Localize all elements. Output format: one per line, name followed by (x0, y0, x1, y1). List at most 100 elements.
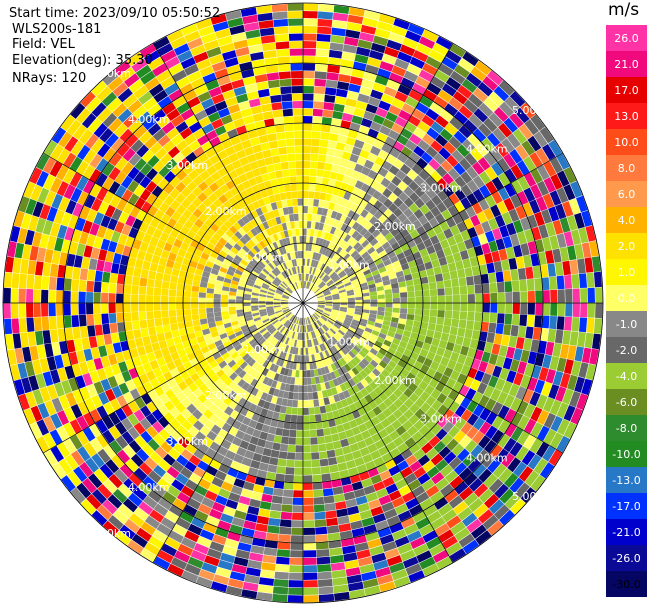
velocity-gate (491, 401, 503, 415)
velocity-gate (188, 140, 201, 152)
velocity-gate (286, 269, 291, 277)
velocity-gate (355, 303, 363, 306)
velocity-gate (248, 324, 257, 330)
velocity-gate (429, 288, 438, 297)
velocity-gate (313, 286, 319, 293)
velocity-gate (312, 236, 317, 245)
velocity-gate (323, 427, 331, 436)
velocity-gate (136, 144, 149, 158)
velocity-gate (303, 266, 305, 273)
velocity-gate (412, 376, 423, 387)
velocity-gate (303, 108, 313, 116)
velocity-gate (280, 161, 289, 170)
velocity-gate (76, 430, 90, 446)
velocity-gate (292, 316, 297, 323)
velocity-gate (237, 542, 252, 552)
velocity-gate (499, 367, 510, 381)
range-ring-label: 5.00km (512, 104, 554, 117)
velocity-gate (51, 250, 61, 265)
velocity-gate (316, 293, 324, 297)
velocity-gate (474, 284, 483, 294)
velocity-gate (212, 351, 222, 360)
velocity-gate (445, 295, 453, 303)
velocity-gate (111, 454, 125, 469)
velocity-gate (270, 419, 279, 428)
velocity-gate (378, 428, 389, 439)
velocity-gate (406, 63, 422, 76)
velocity-gate (275, 357, 282, 366)
velocity-gate (290, 315, 295, 322)
velocity-gate (452, 91, 468, 105)
colorbar-swatch (606, 467, 647, 494)
velocity-gate (18, 318, 27, 333)
velocity-gate (232, 324, 240, 330)
velocity-gate (354, 457, 365, 467)
velocity-gate (139, 188, 152, 201)
velocity-gate (408, 570, 425, 583)
velocity-gate (306, 221, 312, 229)
velocity-gate (242, 353, 250, 361)
velocity-gate (253, 268, 261, 275)
velocity-gate (330, 471, 341, 481)
velocity-gate (160, 153, 173, 166)
velocity-gate (203, 208, 213, 218)
velocity-gate (242, 373, 251, 382)
velocity-gate (251, 297, 259, 301)
velocity-gate (50, 413, 63, 429)
velocity-gate (316, 428, 324, 437)
velocity-gate (317, 295, 324, 299)
velocity-gate (392, 529, 407, 541)
velocity-gate (281, 298, 289, 301)
velocity-gate (294, 347, 299, 355)
velocity-gate (483, 385, 495, 398)
velocity-gate (429, 309, 438, 317)
velocity-gate (184, 133, 197, 146)
velocity-gate (61, 475, 76, 492)
velocity-gate (247, 278, 255, 285)
velocity-gate (85, 133, 99, 149)
velocity-gate (326, 373, 333, 381)
velocity-gate (350, 239, 358, 248)
velocity-gate (169, 176, 181, 188)
velocity-gate (331, 345, 338, 353)
velocity-gate (207, 255, 217, 264)
velocity-gate (273, 388, 280, 397)
velocity-gate (400, 303, 408, 309)
velocity-gate (340, 198, 349, 207)
velocity-gate (303, 333, 305, 340)
velocity-gate (289, 331, 294, 339)
velocity-gate (444, 489, 459, 503)
velocity-gate (592, 333, 601, 350)
velocity-gate (409, 133, 422, 146)
velocity-gate (75, 217, 86, 232)
velocity-gate (285, 288, 292, 294)
velocity-gate (136, 385, 148, 397)
velocity-gate (520, 303, 528, 315)
velocity-gate (242, 224, 250, 234)
velocity-gate (280, 317, 287, 323)
velocity-gate (449, 475, 464, 489)
velocity-gate (286, 287, 293, 293)
velocity-gate (116, 293, 124, 303)
velocity-gate (140, 269, 149, 279)
velocity-gate (127, 426, 140, 440)
velocity-gate (293, 490, 303, 498)
velocity-gate (446, 154, 459, 168)
velocity-gate (421, 479, 435, 492)
velocity-gate (400, 297, 408, 303)
velocity-gate (380, 270, 389, 278)
velocity-gate (228, 295, 236, 300)
velocity-gate (443, 228, 454, 239)
velocity-gate (321, 334, 328, 342)
velocity-gate (384, 508, 398, 520)
velocity-gate (414, 290, 423, 297)
velocity-gate (317, 303, 325, 306)
velocity-gate (314, 252, 319, 261)
velocity-gate (436, 317, 445, 325)
velocity-gate (484, 342, 494, 353)
velocity-gate (375, 364, 385, 373)
velocity-gate (278, 274, 285, 281)
velocity-gate (219, 373, 229, 383)
velocity-gate (313, 369, 319, 377)
velocity-gate (362, 296, 370, 300)
